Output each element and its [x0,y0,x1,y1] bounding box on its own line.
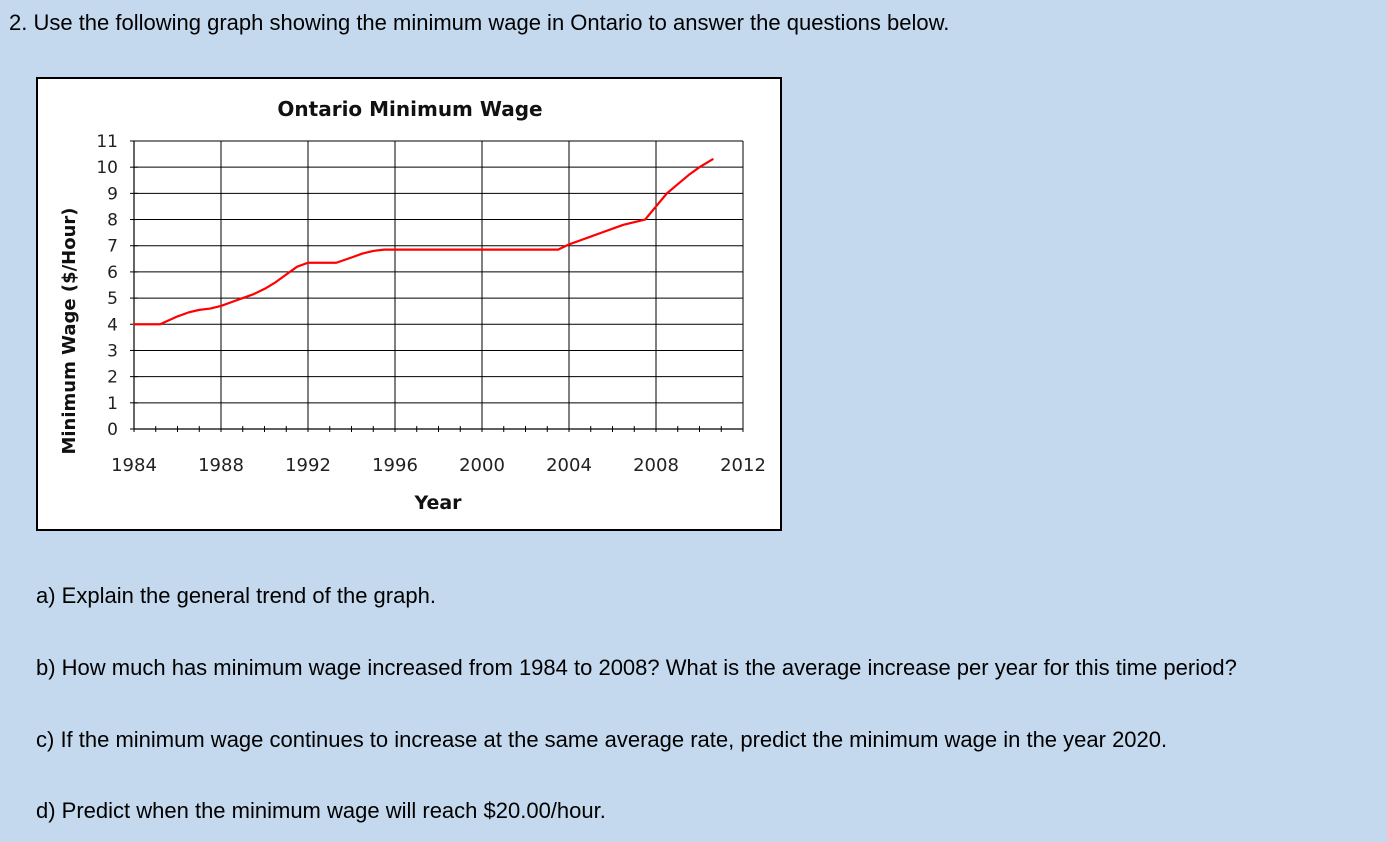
series-layer [132,158,714,326]
grid [133,140,744,430]
x-tick-label: 1984 [111,455,157,476]
y-tick-label: 10 [96,158,118,178]
x-tick-label: 2008 [633,455,679,476]
y-tick-label: 2 [107,368,118,388]
y-tick-label: 3 [107,341,118,361]
question-c: c) If the minimum wage continues to incr… [36,727,1168,752]
y-tick-label: 11 [96,132,118,152]
intro-text: 2. Use the following graph showing the m… [9,10,950,35]
axis-ticks [130,140,744,432]
x-tick-label: 2004 [546,455,592,476]
x-tick-label: 1996 [372,455,418,476]
y-tick-label: 6 [107,263,118,283]
x-tick-label: 1992 [285,455,331,476]
y-tick-label: 0 [107,420,118,440]
y-tick-label: 5 [107,289,118,309]
chart-frame: Ontario Minimum Wage Year Minimum Wage (… [36,77,782,531]
y-tick-label: 4 [107,315,118,335]
tick-labels: 1984 1988 1992 1996 2000 2004 2008 201201234567… [96,132,766,476]
x-tick-label: 2000 [459,455,505,476]
y-tick-label: 7 [107,237,118,257]
y-tick-label: 9 [107,184,118,204]
x-axis-label: Year [413,492,462,514]
x-tick-label: 1988 [198,455,244,476]
chart-title: Ontario Minimum Wage [277,97,542,121]
y-tick-label: 8 [107,211,118,231]
y-axis-label: Minimum Wage ($/Hour) [59,207,80,454]
x-tick-label: 2012 [720,455,766,476]
question-a: a) Explain the general trend of the grap… [36,583,436,608]
question-b: b) How much has minimum wage increased f… [36,655,1237,680]
question-d: d) Predict when the minimum wage will re… [36,798,606,823]
y-tick-label: 1 [107,394,118,414]
series-line [132,158,714,326]
line-chart: Ontario Minimum Wage Year Minimum Wage (… [59,97,766,514]
